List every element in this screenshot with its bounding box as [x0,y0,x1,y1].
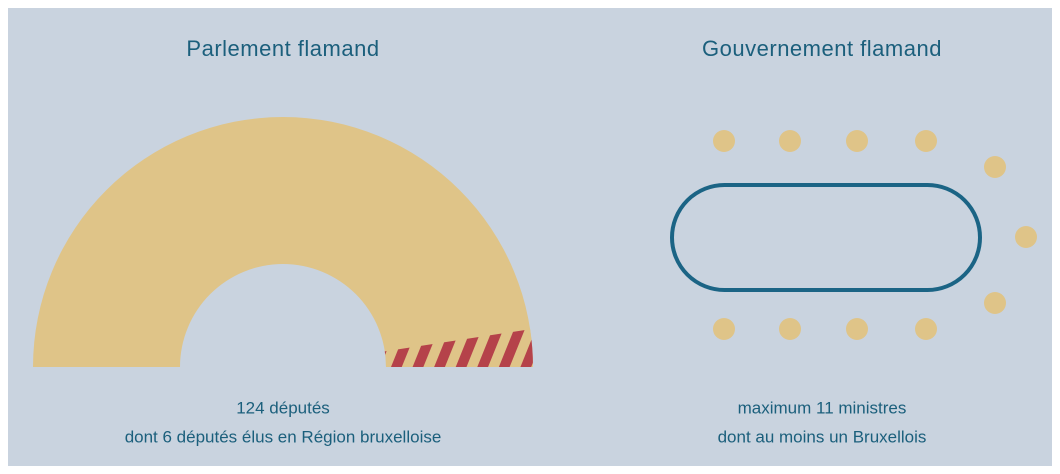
parlement: Parlement flamand 124 députés dont 6 dép… [33,36,533,446]
gouvernement-caption: dont au moins un Bruxellois [718,427,927,446]
seat [713,130,735,152]
ministers [713,130,1037,340]
hemicycle [33,117,533,367]
brussels-seats [384,329,533,367]
gouvernement: Gouvernement flamand maximum 11 ministre… [670,36,1037,446]
table [670,183,982,292]
parlement-caption: 124 députés [236,398,330,417]
parlement-caption: dont 6 députés élus en Région bruxellois… [125,427,442,446]
seat [846,130,868,152]
seat [984,292,1006,314]
seat [1015,226,1037,248]
seat [915,130,937,152]
seat [846,318,868,340]
parlement-title: Parlement flamand [186,36,379,61]
seat [713,318,735,340]
seat [779,130,801,152]
seat [779,318,801,340]
gouvernement-title: Gouvernement flamand [702,36,942,61]
gouvernement-caption: maximum 11 ministres [738,398,907,417]
seat [915,318,937,340]
seat [984,156,1006,178]
